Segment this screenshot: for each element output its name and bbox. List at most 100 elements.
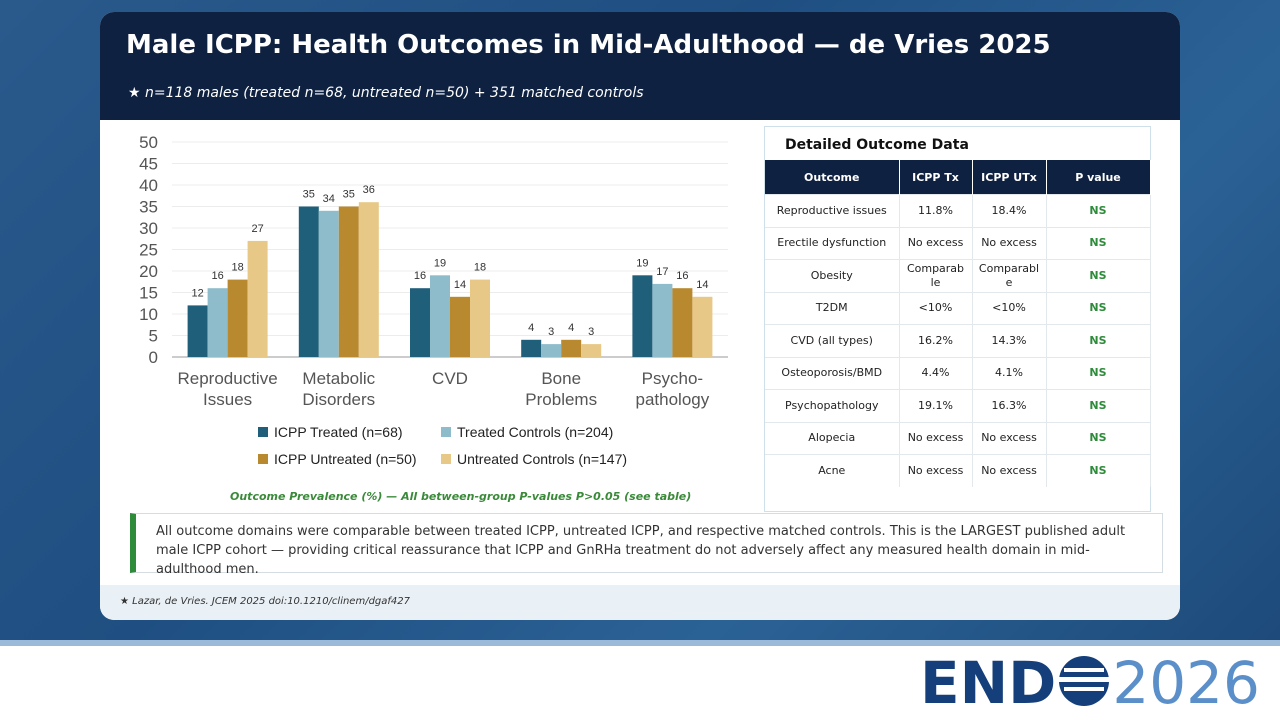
legend-item: ICPP Treated (n=68) [258,424,403,440]
bar [298,206,319,357]
logo-text: END [920,649,1057,717]
y-tick-label: 25 [139,241,158,260]
table-header: Outcome ICPP Tx ICPP UTx P value [765,160,1151,195]
bar [207,288,228,357]
legend-label: Untreated Controls (n=147) [457,451,628,467]
x-tick-label: Psycho-pathology [635,369,710,409]
y-tick-label: 40 [139,176,158,195]
table-cell: 16.2% [899,324,973,357]
legend-swatch [258,454,268,464]
table-row: Acne No excess No excess NS [765,454,1151,487]
table-cell: 4.1% [972,356,1047,390]
y-tick-label: 45 [139,155,158,174]
legend-label: ICPP Untreated (n=50) [274,451,417,467]
bar [430,275,450,357]
table-cell: NS [1046,389,1151,422]
legend-item: ICPP Untreated (n=50) [258,451,417,467]
bar [632,275,653,357]
bar [692,296,713,357]
logo-year: 2026 [1112,649,1260,717]
data-label: 16 [211,270,223,282]
y-tick-label: 10 [139,305,158,324]
table-title: Detailed Outcome Data [785,137,969,153]
column-header: Outcome [765,160,900,195]
bar [247,240,268,357]
table-cell: No excess [972,226,1047,260]
table-cell: T2DM [765,291,900,325]
table-cell: No excess [972,421,1047,455]
legend-item: Treated Controls (n=204) [441,424,613,440]
table-cell: Comparable [972,259,1047,292]
bar [652,283,673,357]
data-label: 36 [363,184,375,196]
table-row: Osteoporosis/BMD 4.4% 4.1% NS [765,356,1151,390]
citation: ★ Lazar, de Vries. JCEM 2025 doi:10.1210… [120,596,411,607]
legend-swatch [441,427,451,437]
table-row: T2DM <10% <10% NS [765,291,1151,325]
table-cell: Acne [765,454,900,487]
table-cell: <10% [972,291,1047,325]
table-cell: Comparable [899,259,973,292]
table-cell: 16.3% [972,389,1047,422]
footer: ★ Lazar, de Vries. JCEM 2025 doi:10.1210… [100,585,1180,620]
summary-note: All outcome domains were comparable betw… [130,513,1163,577]
table-cell: Obesity [765,259,900,292]
data-label: 18 [474,262,486,274]
bar [318,210,339,357]
globe [1059,656,1110,706]
table-row: Alopecia No excess No excess NS [765,421,1151,455]
subtitle: ★ n=118 males (treated n=68, untreated n… [128,85,644,101]
data-label: 12 [191,287,203,299]
bar [227,279,248,357]
y-tick-label: 20 [139,262,158,281]
table-row: Reproductive issues 11.8% 18.4% NS [765,194,1151,227]
data-label: 16 [414,270,426,282]
bar [187,305,208,357]
table-cell: CVD (all types) [765,324,900,357]
x-tick-label: CVD [432,369,468,388]
table-cell: NS [1046,194,1151,227]
bar [672,288,693,357]
y-tick-label: 30 [139,219,158,238]
table-cell: Alopecia [765,421,900,455]
chart-caption: Outcome Prevalence (%) — All between-gro… [230,490,692,503]
data-label: 19 [434,257,446,269]
data-label: 35 [343,189,355,201]
table-row: Psychopathology 19.1% 16.3% NS [765,389,1151,422]
column-header: ICPP UTx [972,160,1047,195]
header: Male ICPP: Health Outcomes in Mid-Adulth… [100,12,1180,120]
table-cell: NS [1046,259,1151,292]
table-cell: NS [1046,356,1151,390]
table-cell: <10% [899,291,973,325]
data-label: 19 [636,257,648,269]
data-label: 4 [568,322,574,334]
table-cell: Erectile dysfunction [765,226,900,260]
data-label: 14 [696,279,708,291]
data-label: 4 [528,322,534,334]
legend-swatch [441,454,451,464]
data-label: 27 [251,223,263,235]
legend-label: Treated Controls (n=204) [457,424,614,440]
data-label: 35 [303,189,315,201]
table-cell: 4.4% [899,356,973,390]
table-cell: No excess [899,454,973,487]
table-row: Obesity Comparable Comparable NS [765,259,1151,292]
table-cell: Osteoporosis/BMD [765,356,900,390]
table-cell: NS [1046,421,1151,455]
data-label: 3 [588,326,594,338]
bar [358,202,379,357]
y-tick-label: 35 [139,198,158,217]
legend-item: Untreated Controls (n=147) [441,451,627,467]
bar [470,279,490,357]
table-panel: Detailed Outcome Data Outcome ICPP Tx ICPP… [764,126,1151,512]
column-header: P value [1046,160,1151,195]
bar [450,296,470,357]
x-tick-label: Bone Problems [525,369,598,409]
data-label: 17 [656,266,668,278]
table-body: Reproductive issues 11.8% 18.4% NS Erectile … [765,194,1151,487]
table-cell: Reproductive issues [765,194,900,227]
table-cell: 11.8% [899,194,973,227]
divider [0,640,1280,646]
